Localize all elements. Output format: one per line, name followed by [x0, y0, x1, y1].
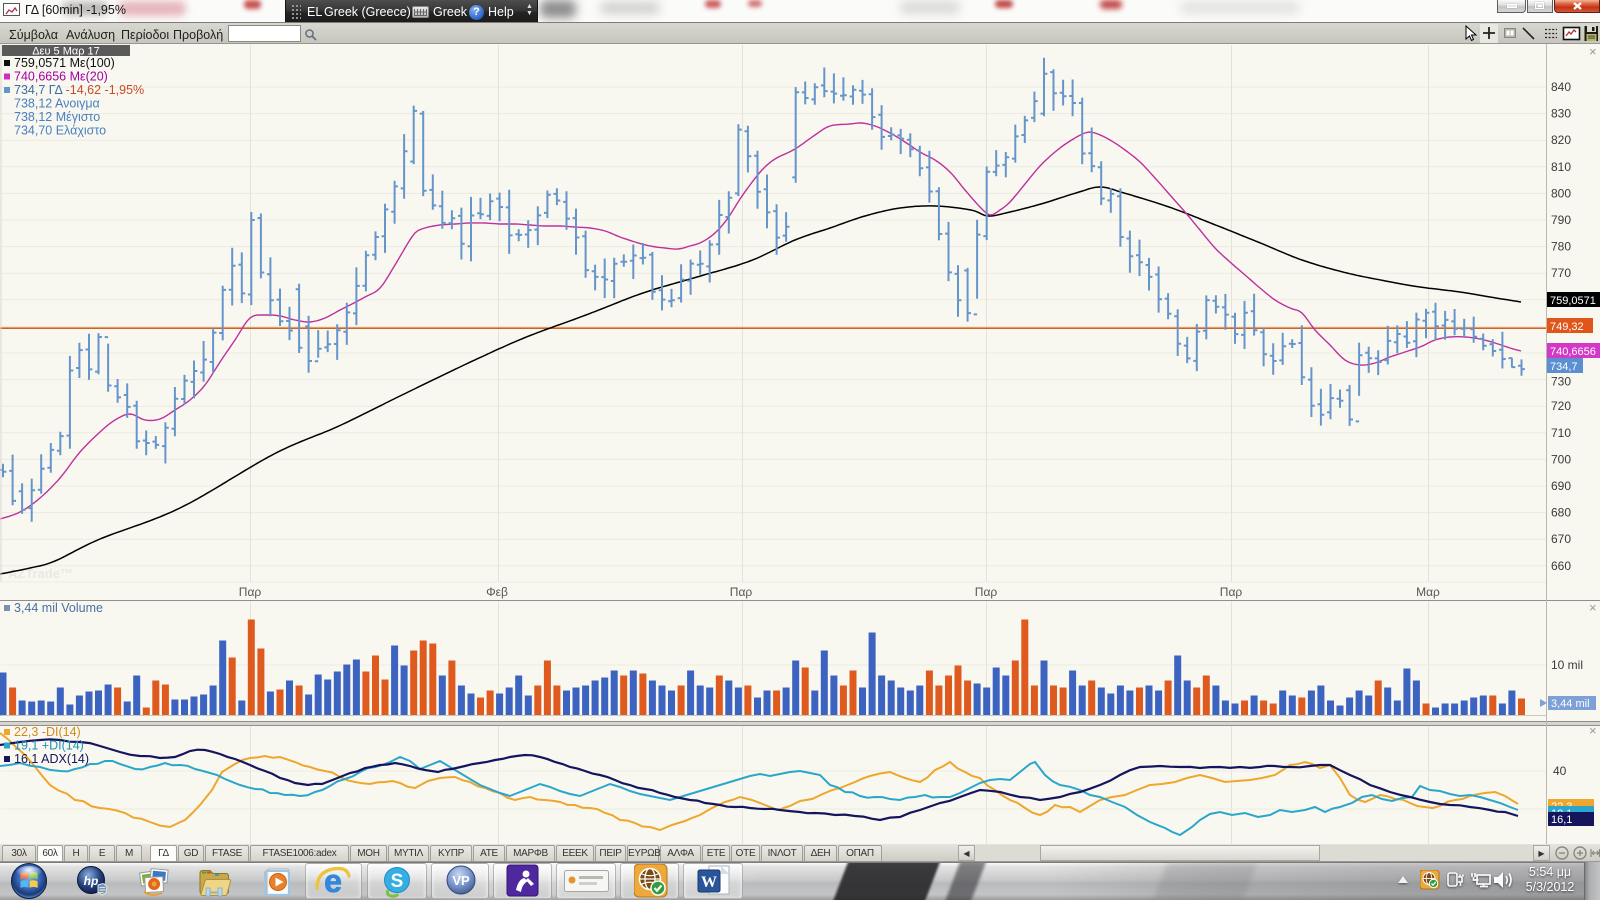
svg-text:730: 730 — [1551, 375, 1571, 389]
svg-text:hp: hp — [84, 874, 99, 888]
svg-text:690: 690 — [1551, 479, 1571, 493]
svg-text:19,1 +DI(14): 19,1 +DI(14) — [14, 739, 84, 753]
svg-text:800: 800 — [1551, 186, 1571, 200]
svg-text:740,6656 Με(20): 740,6656 Με(20) — [14, 70, 108, 84]
svg-text:770: 770 — [1551, 266, 1571, 280]
svg-text:810: 810 — [1551, 160, 1571, 174]
svg-text:Μαρ: Μαρ — [1416, 585, 1440, 599]
svg-text:10 mil: 10 mil — [1551, 658, 1583, 672]
svg-text:3,44 mil Volume: 3,44 mil Volume — [14, 601, 103, 615]
svg-text:780: 780 — [1551, 240, 1571, 254]
svg-text:16,1 ADX(14): 16,1 ADX(14) — [14, 752, 89, 766]
svg-text:e: e — [324, 864, 342, 898]
svg-text:16,1: 16,1 — [1551, 814, 1572, 826]
svg-text:Φεβ: Φεβ — [486, 585, 508, 599]
svg-text:820: 820 — [1551, 133, 1571, 147]
svg-text:Παρ: Παρ — [239, 585, 262, 599]
svg-text:VP: VP — [452, 873, 470, 888]
svg-text:40: 40 — [1553, 764, 1567, 778]
svg-text:×: × — [1589, 600, 1597, 615]
svg-text:660: 660 — [1551, 559, 1571, 573]
svg-text:840: 840 — [1551, 80, 1571, 94]
svg-text:738,12 Μέγιστο: 738,12 Μέγιστο — [14, 110, 100, 124]
svg-text:×: × — [1589, 723, 1597, 738]
svg-text:Παρ: Παρ — [730, 585, 753, 599]
svg-text:S: S — [391, 871, 404, 892]
svg-text:×: × — [1589, 44, 1597, 59]
svg-text:Παρ: Παρ — [1220, 585, 1243, 599]
svg-text:738,12 Ανοιγμα: 738,12 Ανοιγμα — [14, 97, 100, 111]
svg-text:680: 680 — [1551, 506, 1571, 520]
svg-text:749,32: 749,32 — [1550, 321, 1584, 333]
svg-text:AZTrade™: AZTrade™ — [8, 566, 73, 581]
svg-text:670: 670 — [1551, 532, 1571, 546]
svg-text:22,3 -DI(14): 22,3 -DI(14) — [14, 725, 81, 739]
svg-text:710: 710 — [1551, 426, 1571, 440]
svg-text:3,44 mil: 3,44 mil — [1551, 698, 1590, 710]
svg-text:734,7 ΓΔ -14,62 -1,95%: 734,7 ΓΔ -14,62 -1,95% — [14, 83, 144, 97]
svg-text:734,7: 734,7 — [1550, 361, 1578, 373]
svg-text:740,6656: 740,6656 — [1550, 346, 1596, 358]
svg-text:W: W — [701, 874, 717, 891]
svg-text:734,70 Ελάχιστο: 734,70 Ελάχιστο — [14, 124, 106, 138]
svg-text:Δευ 5 Μαρ 17: Δευ 5 Μαρ 17 — [32, 46, 100, 58]
svg-text:700: 700 — [1551, 452, 1571, 466]
svg-text:790: 790 — [1551, 213, 1571, 227]
svg-text:Παρ: Παρ — [975, 585, 998, 599]
svg-text:720: 720 — [1551, 399, 1571, 413]
svg-text:759,0571: 759,0571 — [1550, 295, 1596, 307]
svg-text:759,0571 Με(100): 759,0571 Με(100) — [14, 56, 115, 70]
svg-text:830: 830 — [1551, 107, 1571, 121]
